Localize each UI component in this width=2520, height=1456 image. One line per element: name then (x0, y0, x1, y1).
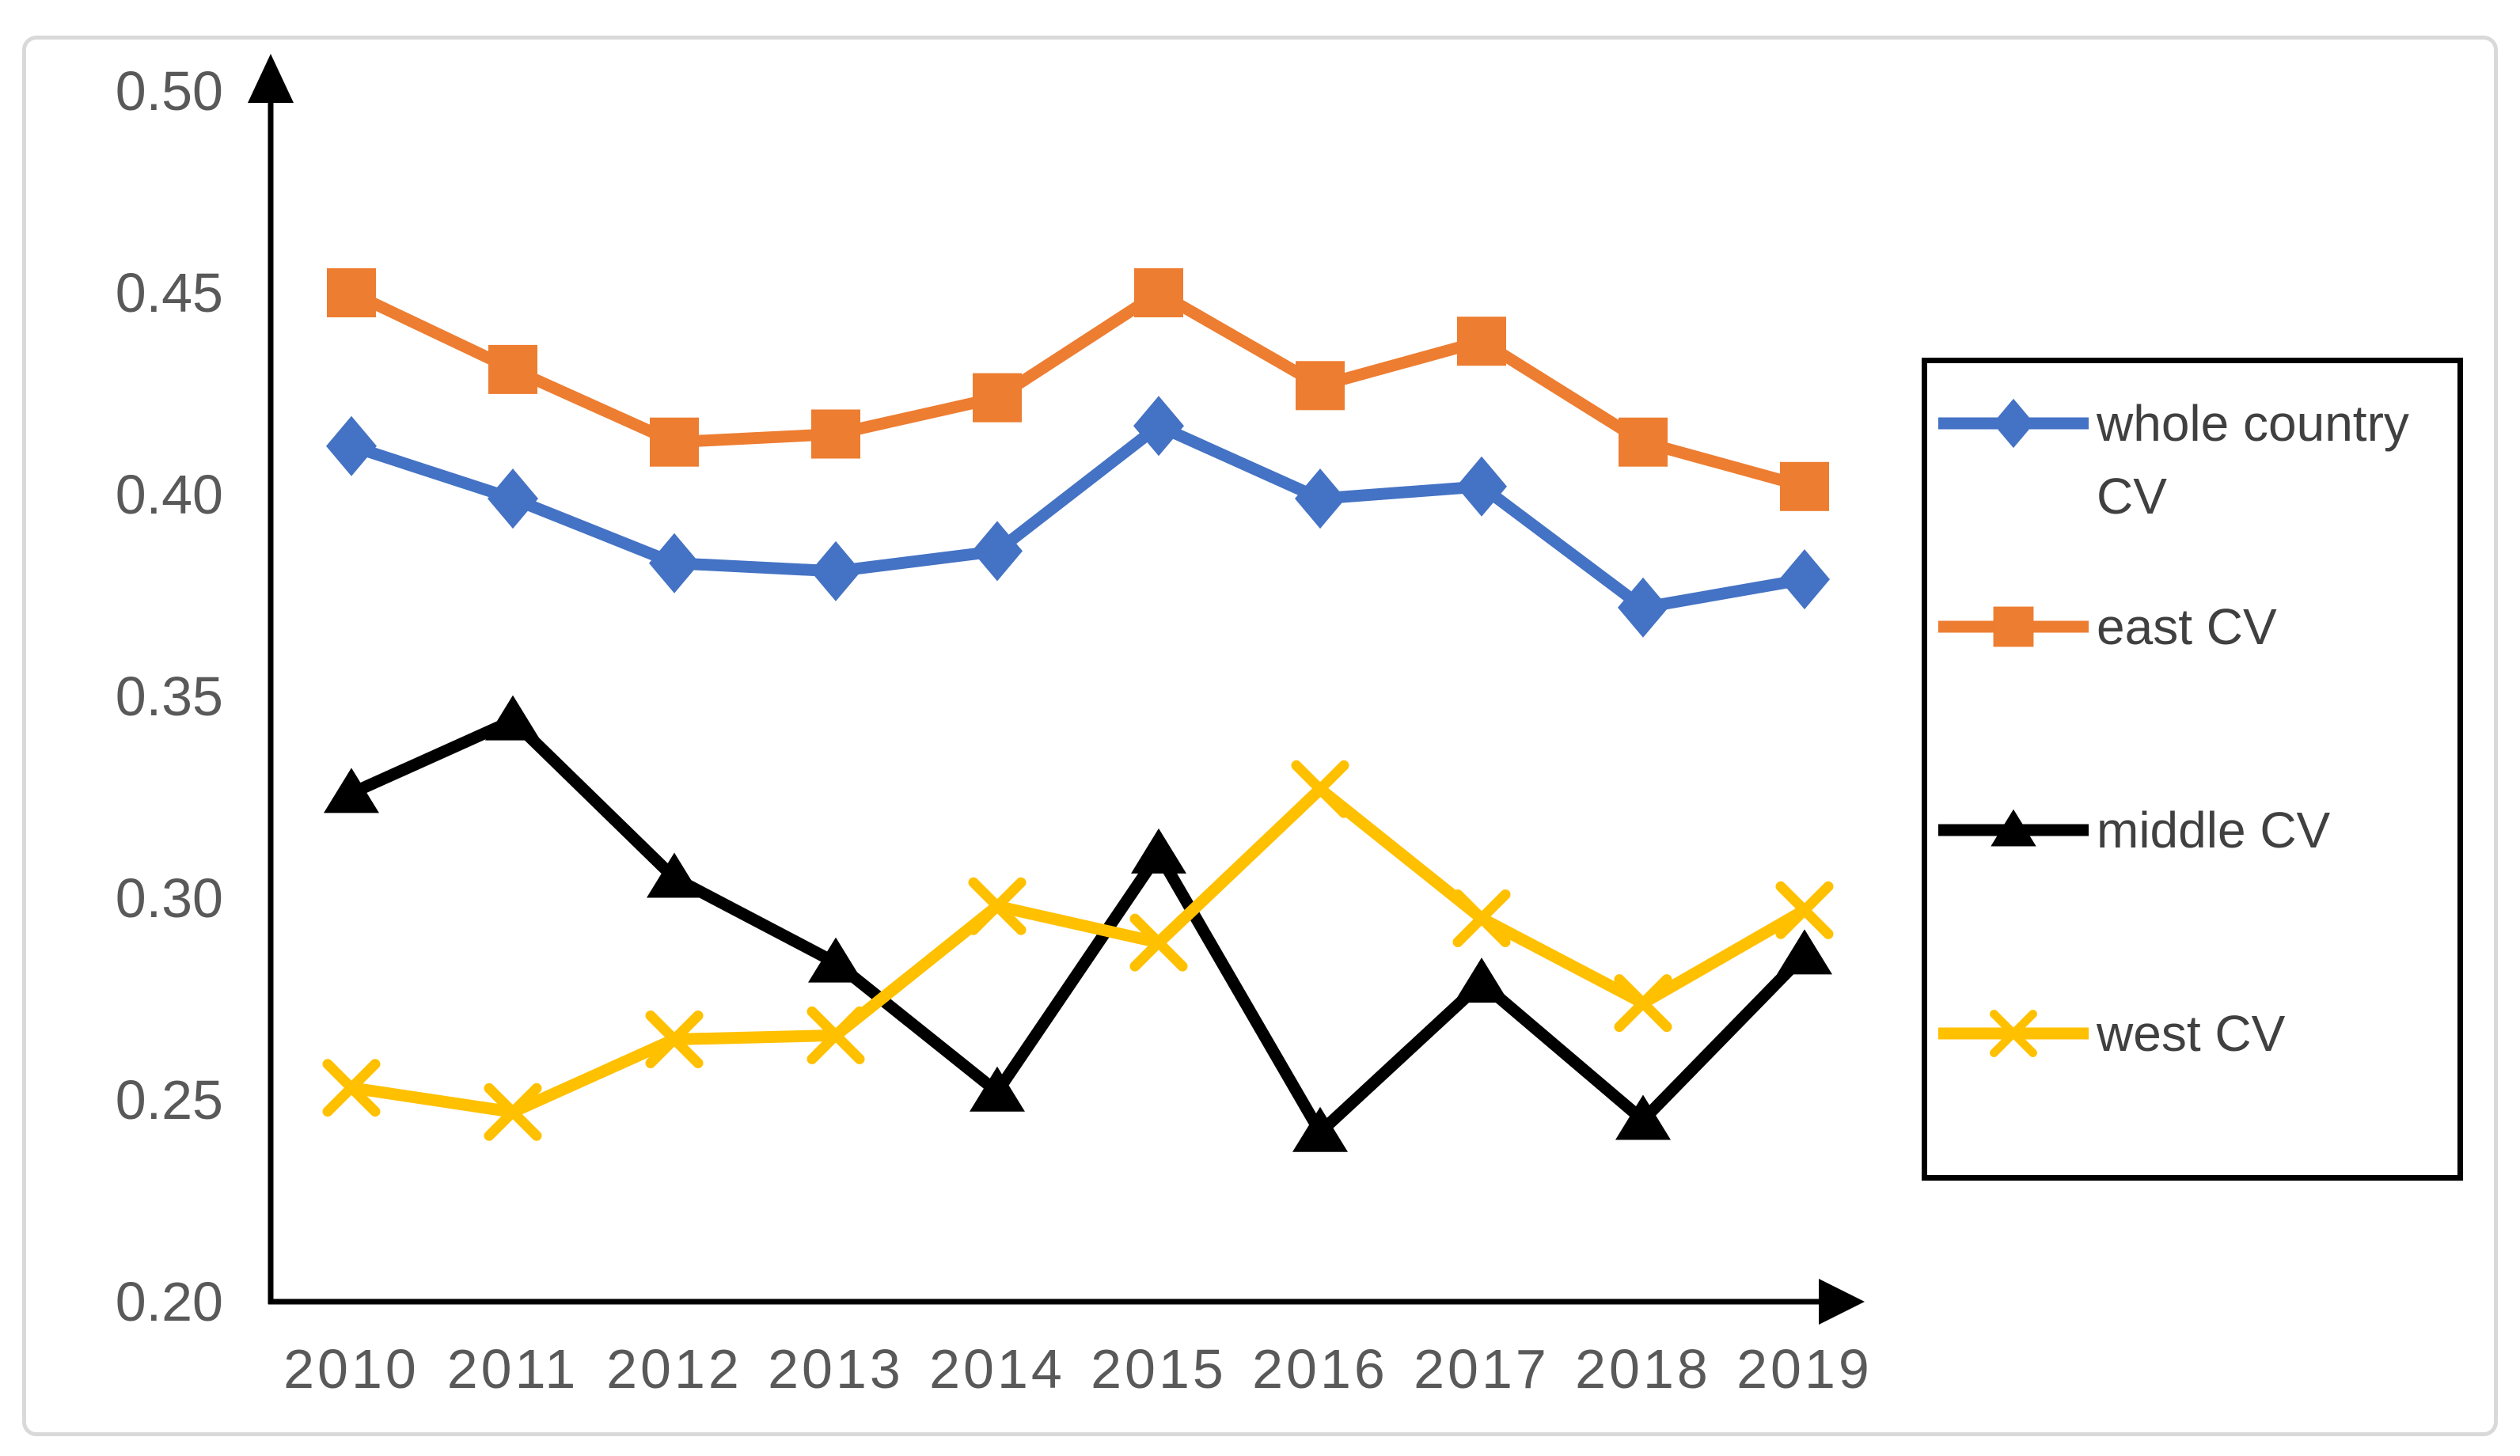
triangle-marker-icon (1991, 809, 2036, 847)
diamond-marker-icon (972, 521, 1023, 582)
legend-swatch-square-icon (1938, 606, 2089, 647)
x-marker-icon (1129, 913, 1188, 972)
x-tick-label: 2011 (447, 1338, 579, 1400)
triangle-marker-icon (808, 937, 863, 983)
y-tick-label: 0.30 (116, 867, 223, 929)
series-markers-whole-country-CV (326, 396, 1830, 638)
x-marker-icon (1775, 881, 1834, 939)
legend-swatch-diamond-icon (1938, 398, 2089, 449)
triangle-marker-icon (485, 695, 541, 741)
y-tick-label: 0.25 (116, 1069, 223, 1131)
y-tick-label: 0.45 (116, 262, 223, 324)
diamond-marker-icon (810, 540, 861, 601)
series-markers-west-CV (322, 760, 1834, 1141)
legend-swatch-x-icon (1938, 1010, 2089, 1057)
y-axis-arrow-icon (248, 54, 294, 103)
triangle-marker-icon (1131, 828, 1186, 874)
legend-label: west CV (2097, 1005, 2286, 1062)
square-marker-icon (1780, 461, 1829, 511)
x-marker-icon (1614, 974, 1672, 1033)
x-tick-label: 2016 (1252, 1338, 1388, 1400)
x-tick-label: 2013 (768, 1338, 904, 1400)
square-marker-icon (650, 417, 699, 467)
triangle-marker-icon (324, 768, 379, 813)
diamond-marker-icon (1992, 398, 2035, 449)
x-tick-label: 2019 (1736, 1338, 1873, 1400)
square-marker-icon (1619, 417, 1668, 467)
chart-legend: whole country CV east CV middle CV west CV (1922, 358, 2463, 1181)
series-markers-east-CV (327, 268, 1829, 511)
diamond-marker-icon (1618, 577, 1668, 638)
square-marker-icon (327, 268, 376, 317)
legend-label: whole country CV (2097, 395, 2409, 525)
y-tick-label: 0.20 (116, 1271, 223, 1333)
x-tick-label: 2015 (1091, 1338, 1227, 1400)
x-marker-icon (806, 1006, 865, 1064)
legend-label: middle CV (2097, 802, 2331, 859)
legend-item-middle-CV: middle CV (1938, 794, 2445, 866)
square-marker-icon (1296, 361, 1345, 411)
diamond-marker-icon (1779, 549, 1830, 610)
y-tick-label: 0.40 (116, 464, 223, 525)
legend-swatch-triangle-icon (1938, 809, 2089, 847)
square-marker-icon (1457, 317, 1506, 366)
x-marker-icon (484, 1083, 542, 1141)
series-line-whole-country-CV (345, 419, 1811, 614)
triangle-marker-icon (1454, 957, 1509, 1003)
triangle-marker-icon (970, 1066, 1025, 1112)
x-tick-label: 2017 (1414, 1338, 1550, 1400)
legend-item-west-CV: west CV (1938, 997, 2445, 1070)
square-marker-icon (1993, 606, 2034, 647)
x-marker-icon (1291, 760, 1349, 818)
x-marker-icon (968, 877, 1027, 935)
triangle-marker-icon (1777, 929, 1832, 975)
series-markers-middle-CV (324, 695, 1832, 1152)
square-marker-icon (973, 373, 1022, 423)
diamond-marker-icon (1295, 468, 1345, 529)
x-marker-icon (1452, 889, 1511, 947)
y-tick-label: 0.35 (116, 665, 223, 727)
square-marker-icon (488, 344, 537, 394)
x-tick-label: 2012 (606, 1338, 742, 1400)
x-tick-label: 2014 (929, 1338, 1065, 1400)
diamond-marker-icon (326, 415, 377, 476)
diamond-marker-icon (488, 468, 538, 529)
legend-label: east CV (2097, 598, 2277, 655)
legend-item-east-CV: east CV (1938, 590, 2445, 663)
x-axis-arrow-icon (1819, 1279, 1865, 1325)
triangle-marker-icon (647, 852, 702, 898)
x-tick-label: 2018 (1575, 1338, 1711, 1400)
diamond-marker-icon (1456, 456, 1507, 517)
triangle-marker-icon (1292, 1106, 1348, 1152)
series-line-west-CV (345, 783, 1811, 1118)
legend-item-whole-country-CV: whole country CV (1938, 387, 2445, 533)
y-tick-label: 0.50 (116, 60, 223, 122)
square-marker-icon (1134, 268, 1183, 317)
diamond-marker-icon (649, 533, 700, 593)
triangle-marker-icon (1615, 1094, 1671, 1140)
x-tick-label: 2010 (283, 1338, 419, 1400)
diamond-marker-icon (1133, 396, 1184, 457)
square-marker-icon (811, 409, 860, 459)
x-marker-icon (645, 1010, 704, 1068)
series-line-east-CV (345, 286, 1811, 493)
series-line-middle-CV (345, 715, 1811, 1139)
x-marker-icon (322, 1059, 381, 1117)
x-marker-icon (1990, 1010, 2037, 1057)
